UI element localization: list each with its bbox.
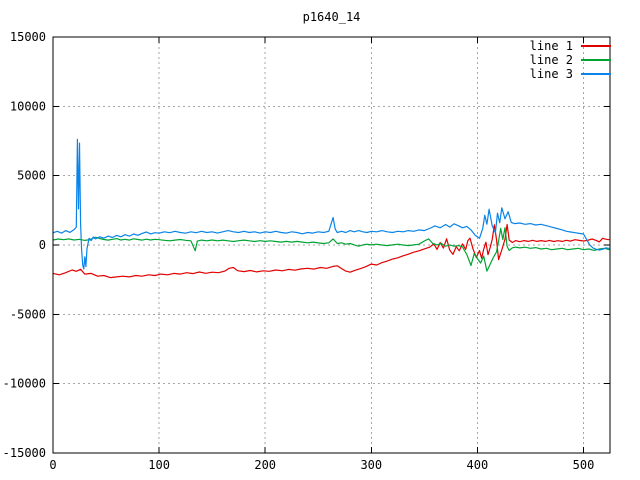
svg-text:0: 0	[49, 458, 56, 472]
legend-line-sample-blue	[581, 73, 611, 75]
chart-legend: line 1 line 2 line 3	[530, 39, 611, 81]
chart-title: p1640_14	[302, 10, 361, 24]
svg-text:15000: 15000	[10, 30, 46, 44]
svg-text:300: 300	[360, 458, 382, 472]
series-line-1	[52, 223, 610, 279]
svg-text:5000: 5000	[17, 169, 46, 183]
svg-text:-10000: -10000	[3, 377, 46, 391]
svg-text:-15000: -15000	[3, 446, 46, 460]
legend-line-sample-red	[581, 45, 611, 47]
svg-text:0: 0	[39, 238, 46, 252]
axes-and-ticks	[52, 36, 611, 454]
svg-text:100: 100	[148, 458, 170, 472]
svg-text:400: 400	[467, 458, 489, 472]
svg-text:-5000: -5000	[10, 307, 46, 321]
legend-item-line3: line 3	[530, 67, 611, 81]
legend-label-line2: line 2	[529, 53, 573, 67]
series-line-2	[52, 227, 610, 272]
legend-label-line3: line 3	[529, 67, 573, 81]
series-lines	[52, 138, 610, 279]
series-line-3	[52, 138, 610, 270]
svg-text:200: 200	[254, 458, 276, 472]
svg-text:10000: 10000	[10, 99, 46, 113]
legend-item-line1: line 1	[530, 39, 611, 53]
grid-lines	[53, 37, 610, 453]
legend-item-line2: line 2	[530, 53, 611, 67]
legend-label-line1: line 1	[529, 39, 573, 53]
svg-text:500: 500	[573, 458, 595, 472]
legend-line-sample-green	[581, 59, 611, 61]
tick-labels: 0 100 200 300 400 500 -15000 -10000 -5000 0 5000 10…	[3, 30, 595, 472]
